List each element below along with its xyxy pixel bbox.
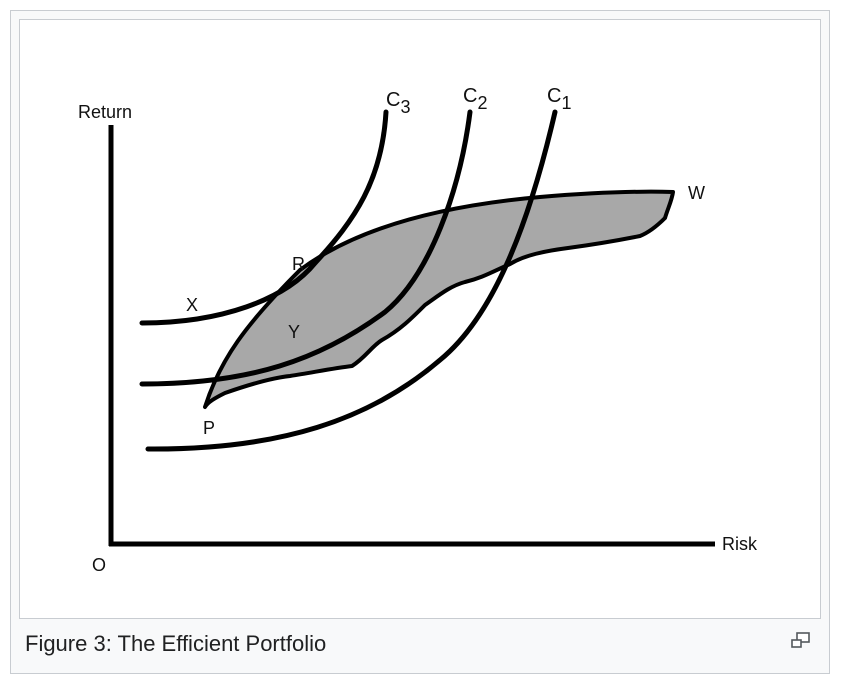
point-label-w: W xyxy=(688,183,705,203)
indifference-curve-c1 xyxy=(145,109,558,452)
efficient-portfolio-diagram: Return Risk O C3 C2 C1 R X Y P W xyxy=(78,85,758,575)
y-axis-label: Return xyxy=(78,102,132,122)
point-label-r: R xyxy=(292,254,305,274)
origin-label: O xyxy=(92,555,106,575)
curve-label-c3: C3 xyxy=(386,89,410,117)
point-label-p: P xyxy=(203,418,215,438)
opportunity-set-region xyxy=(203,189,675,409)
indifference-curve-c3 xyxy=(139,109,389,326)
indifference-curve-c2 xyxy=(139,109,473,387)
figure-thumbnail: Return Risk O C3 C2 C1 R X Y P W Figure … xyxy=(10,10,830,674)
x-axis-label: Risk xyxy=(722,534,758,554)
figure-image[interactable]: Return Risk O C3 C2 C1 R X Y P W xyxy=(19,19,821,619)
curve-label-c2: C2 xyxy=(463,85,487,113)
point-label-y: Y xyxy=(288,322,300,342)
curve-label-c1: C1 xyxy=(547,85,571,113)
figure-caption: Figure 3: The Efficient Portfolio xyxy=(25,631,327,656)
point-label-x: X xyxy=(186,295,198,315)
magnify-clip-icon[interactable] xyxy=(791,631,815,651)
